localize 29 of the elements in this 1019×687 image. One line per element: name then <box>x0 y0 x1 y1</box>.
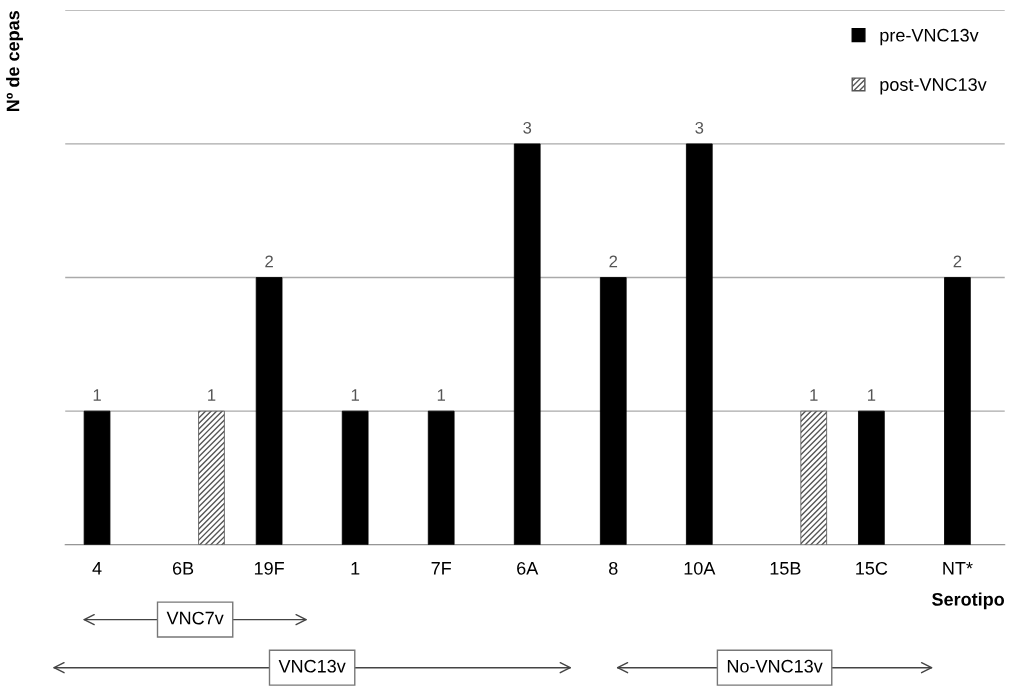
data-label: 2 <box>265 255 273 268</box>
data-label: 1 <box>868 389 876 401</box>
x-tick-label: 15B <box>770 562 801 575</box>
data-label: 2 <box>609 255 618 268</box>
data-label: 2 <box>953 255 962 268</box>
y-axis-title: Nº de cepas <box>6 11 23 112</box>
data-label: 1 <box>208 389 216 401</box>
data-label: 3 <box>695 121 704 134</box>
x-tick-label: 6B <box>172 561 194 575</box>
data-label: 3 <box>523 121 532 134</box>
legend-label: post-VNC13v <box>880 78 987 95</box>
x-tick-label: NT* <box>943 562 973 575</box>
x-tick-label: 15C <box>856 561 888 575</box>
x-tick-label: 19F <box>254 561 284 575</box>
data-label: 1 <box>351 389 359 401</box>
text: VNC13v <box>278 659 346 673</box>
x-tick-label: 10A <box>684 561 716 575</box>
text: VNC7v <box>166 611 224 625</box>
x-tick-label: 1 <box>351 562 360 575</box>
data-label: 1 <box>93 389 101 401</box>
text: No-VNC13v <box>727 659 823 673</box>
x-axis-title: Serotipo <box>932 592 1005 610</box>
x-tick-label: 4 <box>92 562 102 575</box>
legend-label: pre-VNC13v <box>880 28 979 46</box>
data-label: 1 <box>437 389 446 401</box>
data-label: 1 <box>810 389 818 401</box>
x-tick-label: 8 <box>609 561 618 575</box>
x-tick-label: 7F <box>431 562 452 575</box>
x-tick-label: 6A <box>517 561 539 575</box>
